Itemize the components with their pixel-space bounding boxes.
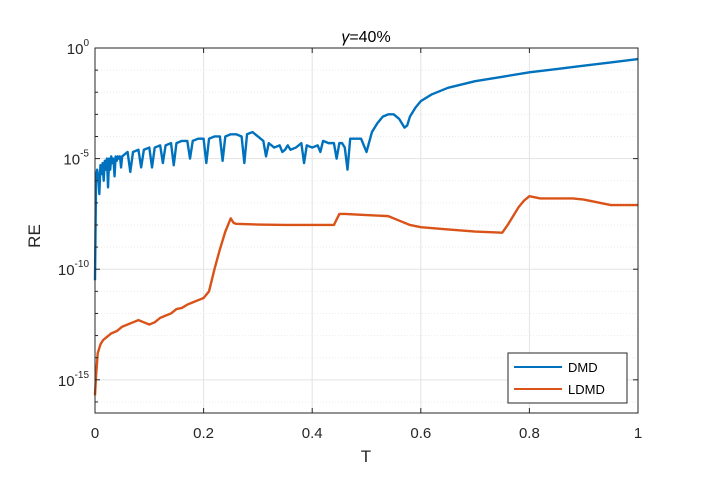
legend-box: [507, 352, 628, 404]
y-tick-label: 10-15: [58, 370, 90, 390]
chart-title: γ=40%: [341, 29, 390, 46]
y-axis-label: RE: [25, 224, 44, 248]
x-tick-label: 0.4: [302, 425, 323, 442]
y-axis-ticks: 100 10-5 10-10 10-15: [58, 38, 638, 403]
chart-title-text: =40%: [349, 29, 390, 46]
series-line-dmd: [93, 57, 639, 281]
y-tick-label: 10-5: [63, 149, 89, 169]
series-line-ldmd: [93, 195, 638, 396]
grid: [95, 48, 638, 413]
legend-label-dmd: DMD: [568, 360, 598, 375]
legend-label-ldmd: LDMD: [568, 382, 605, 397]
chart-title-symbol: γ: [341, 29, 350, 46]
x-axis-label: T: [361, 447, 371, 466]
plot-area-background: [95, 48, 638, 413]
plot-area-border: [94, 47, 639, 414]
x-tick-label: 1: [634, 425, 642, 442]
legend: DMD LDMD: [507, 352, 628, 404]
x-axis-ticks: 0 0.2 0.4 0.6 0.8 1: [91, 48, 642, 442]
x-tick-label: 0: [91, 425, 99, 442]
x-tick-label: 0.2: [193, 425, 214, 442]
y-tick-label: 100: [67, 38, 90, 58]
x-tick-label: 0.6: [410, 425, 431, 442]
y-tick-label: 10-10: [58, 259, 90, 279]
x-tick-label: 0.8: [519, 425, 540, 442]
data-lines: [93, 57, 639, 396]
